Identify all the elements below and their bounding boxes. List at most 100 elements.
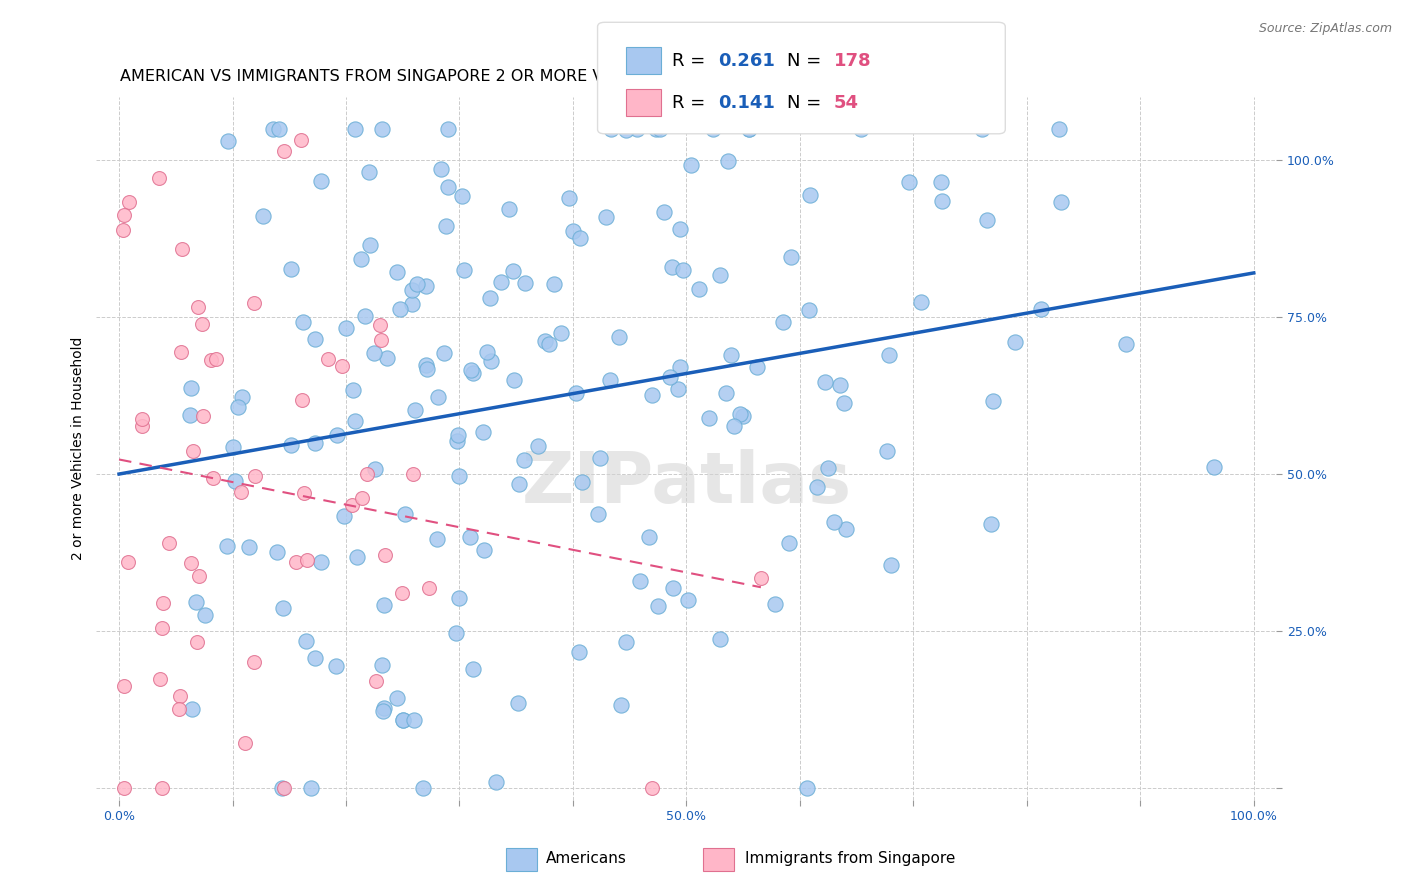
Point	[697, 411, 720, 425]
Point	[191, 317, 214, 331]
Point	[330, 359, 353, 374]
Point	[200, 352, 222, 367]
Point	[749, 571, 772, 585]
Point	[375, 351, 398, 366]
Point	[299, 780, 322, 795]
Text: R =: R =	[672, 94, 711, 112]
Point	[401, 283, 423, 297]
Point	[733, 409, 755, 423]
Point	[373, 700, 395, 714]
Point	[295, 553, 318, 567]
Point	[363, 346, 385, 360]
Point	[392, 713, 415, 727]
Point	[344, 121, 367, 136]
Point	[131, 419, 153, 434]
Point	[461, 366, 484, 380]
Point	[513, 277, 536, 291]
Point	[243, 296, 266, 310]
Point	[661, 260, 683, 275]
Point	[1204, 460, 1226, 475]
Point	[460, 363, 482, 377]
Point	[387, 691, 409, 706]
Point	[502, 373, 524, 387]
Point	[304, 332, 326, 346]
Point	[224, 474, 246, 488]
Point	[931, 175, 953, 189]
Point	[243, 655, 266, 669]
Point	[723, 419, 745, 434]
Point	[273, 780, 295, 795]
Point	[188, 568, 211, 582]
Point	[763, 598, 786, 612]
Point	[170, 345, 193, 359]
Point	[498, 202, 520, 217]
Point	[876, 444, 898, 458]
Point	[342, 498, 364, 512]
Point	[702, 121, 724, 136]
Point	[117, 555, 139, 569]
Point	[280, 262, 302, 277]
Point	[614, 123, 637, 137]
Point	[489, 275, 512, 289]
Text: Immigrants from Singapore: Immigrants from Singapore	[745, 852, 956, 866]
Point	[832, 396, 855, 410]
Point	[589, 451, 612, 466]
Point	[370, 121, 392, 136]
Point	[371, 658, 394, 673]
Point	[451, 189, 474, 203]
Point	[720, 348, 742, 362]
Text: 178: 178	[834, 52, 872, 70]
Point	[472, 543, 495, 558]
Point	[1004, 334, 1026, 349]
Point	[204, 351, 226, 366]
Point	[799, 303, 821, 318]
Point	[412, 780, 434, 795]
Point	[335, 321, 357, 335]
Point	[688, 282, 710, 296]
Point	[169, 689, 191, 703]
Point	[453, 263, 475, 277]
Point	[898, 175, 921, 189]
Point	[370, 318, 392, 333]
Text: R =: R =	[672, 52, 711, 70]
Point	[181, 702, 204, 716]
Point	[263, 121, 285, 136]
Point	[415, 278, 437, 293]
Point	[180, 381, 202, 395]
Point	[273, 145, 295, 159]
Point	[626, 121, 648, 136]
Point	[112, 208, 135, 222]
Point	[586, 507, 609, 521]
Point	[610, 698, 633, 713]
Point	[131, 411, 153, 425]
Point	[447, 428, 470, 442]
Point	[565, 385, 588, 400]
Point	[391, 585, 413, 599]
Point	[228, 400, 250, 414]
Point	[359, 238, 381, 252]
Point	[404, 403, 426, 417]
Point	[772, 315, 794, 329]
Point	[243, 469, 266, 483]
Point	[479, 353, 502, 368]
Point	[444, 626, 467, 640]
Point	[284, 555, 307, 569]
Point	[332, 508, 354, 523]
Point	[814, 375, 837, 389]
Point	[449, 591, 471, 605]
Point	[550, 326, 572, 340]
Point	[508, 476, 530, 491]
Point	[658, 370, 681, 384]
Point	[1050, 194, 1073, 209]
Point	[666, 382, 689, 396]
Point	[477, 345, 499, 359]
Point	[269, 121, 291, 136]
Point	[401, 297, 423, 311]
Point	[709, 268, 731, 283]
Point	[709, 632, 731, 646]
Point	[404, 713, 426, 727]
Text: 54: 54	[834, 94, 859, 112]
Point	[309, 555, 332, 569]
Point	[215, 539, 238, 553]
Point	[513, 453, 536, 467]
